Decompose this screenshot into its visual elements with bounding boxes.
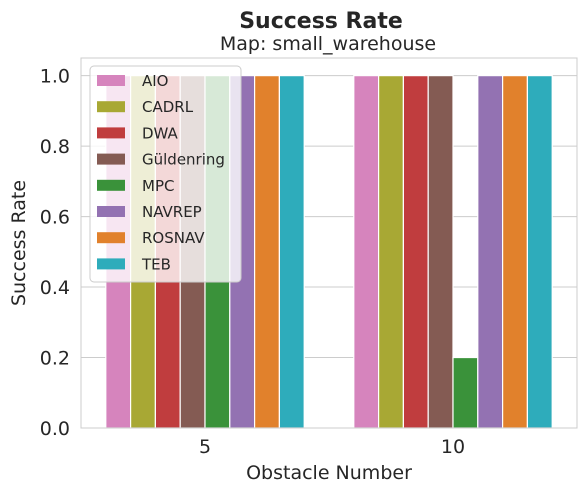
legend-label: CADRL <box>142 98 194 116</box>
bar-cadrl-10 <box>379 76 404 428</box>
legend-label: Güldenring <box>142 151 225 169</box>
legend-label: AIO <box>142 72 169 90</box>
legend-label: DWA <box>142 124 179 142</box>
bar-teb-5 <box>279 76 304 428</box>
bar-mpc-10 <box>453 358 478 428</box>
y-tick-label: 1.0 <box>40 66 70 88</box>
legend-label: MPC <box>142 177 174 195</box>
y-tick-label: 0.2 <box>40 348 70 370</box>
legend-label: NAVREP <box>142 203 202 221</box>
legend-label: TEB <box>141 255 171 273</box>
legend-swatch <box>97 206 125 217</box>
y-tick-label: 0.0 <box>40 418 70 440</box>
legend-swatch <box>97 232 125 243</box>
y-tick-label: 0.8 <box>40 136 70 158</box>
legend-swatch <box>97 127 125 138</box>
x-tick-labels: 5 10 <box>199 436 465 458</box>
legend-swatch <box>97 154 125 165</box>
legend: AIO CADRL DWA Güldenring MPC NAVREP ROSNAV TEB <box>90 66 241 282</box>
y-tick-label: 0.4 <box>40 277 70 299</box>
bar-rosnav-10 <box>503 76 528 428</box>
bar-g-ldenring-10 <box>428 76 453 428</box>
bar-teb-10 <box>527 76 552 428</box>
y-tick-labels: 0.0 0.2 0.4 0.6 0.8 1.0 <box>40 66 70 440</box>
chart-subtitle: Map: small_warehouse <box>220 33 436 55</box>
legend-swatch <box>97 180 125 191</box>
bar-navrep-10 <box>478 76 503 428</box>
legend-swatch <box>97 258 125 269</box>
chart-title: Success Rate <box>239 9 403 34</box>
bar-dwa-10 <box>403 76 428 428</box>
legend-swatch <box>97 75 125 86</box>
y-tick-label: 0.6 <box>40 207 70 229</box>
x-tick-label: 10 <box>441 436 465 458</box>
bar-rosnav-5 <box>255 76 280 428</box>
x-tick-label: 5 <box>199 436 211 458</box>
legend-swatch <box>97 101 125 112</box>
x-axis-label: Obstacle Number <box>246 462 412 484</box>
y-axis-label: Success Rate <box>8 180 30 306</box>
legend-label: ROSNAV <box>142 229 205 247</box>
bar-aio-10 <box>354 76 379 428</box>
